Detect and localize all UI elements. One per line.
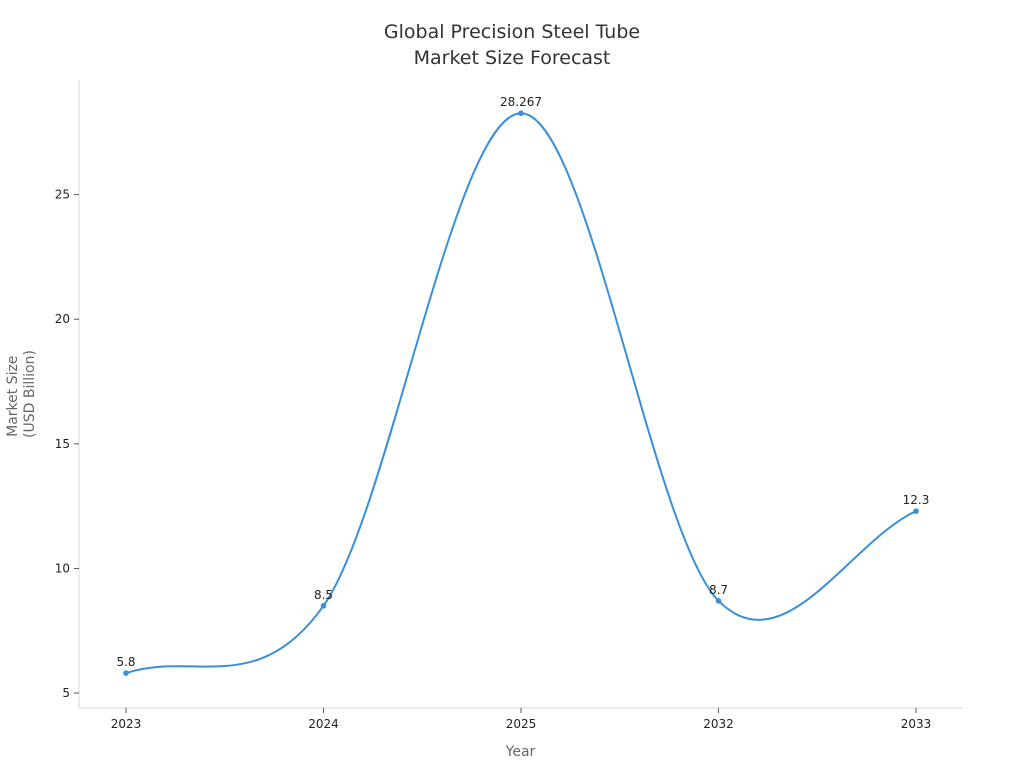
y-tick-label: 5 bbox=[62, 686, 70, 700]
data-point bbox=[715, 598, 722, 604]
data-label: 5.8 bbox=[116, 655, 135, 669]
y-tick-label: 10 bbox=[55, 561, 70, 575]
data-label: 8.7 bbox=[709, 583, 728, 597]
series-line bbox=[125, 112, 917, 675]
data-point bbox=[518, 110, 524, 117]
chart-title-line-2: Market Size Forecast bbox=[413, 47, 611, 69]
x-tick-label: 2025 bbox=[506, 717, 537, 731]
y-tick-label: 25 bbox=[55, 188, 70, 202]
axes bbox=[78, 80, 963, 709]
x-axis-ticks: 2023 2024 2025 2032 2033 bbox=[111, 708, 932, 731]
y-axis-ticks: 5 10 15 20 25 bbox=[55, 188, 79, 700]
data-point bbox=[913, 508, 919, 514]
y-tick-label: 20 bbox=[55, 312, 70, 326]
y-tick-label: 15 bbox=[55, 437, 70, 451]
data-point bbox=[123, 670, 129, 676]
data-label: 28.267 bbox=[500, 95, 542, 109]
y-axis-title-line-2: (USD Billion) bbox=[22, 350, 38, 438]
chart-title-line-1: Global Precision Steel Tube bbox=[383, 21, 641, 43]
x-tick-label: 2033 bbox=[901, 717, 932, 731]
x-axis-title: Year bbox=[505, 744, 536, 760]
data-point bbox=[320, 603, 327, 609]
x-tick-label: 2024 bbox=[308, 717, 339, 731]
x-tick-label: 2032 bbox=[703, 717, 734, 731]
series-market-size: 5.8 8.5 28.267 8.7 12.3 bbox=[116, 95, 929, 676]
y-axis-title: Market Size (USD Billion) bbox=[5, 350, 38, 438]
data-label: 8.5 bbox=[314, 588, 333, 602]
y-axis-title-line-1: Market Size bbox=[5, 356, 21, 437]
x-tick-label: 2023 bbox=[111, 717, 142, 731]
data-label: 12.3 bbox=[903, 493, 930, 507]
